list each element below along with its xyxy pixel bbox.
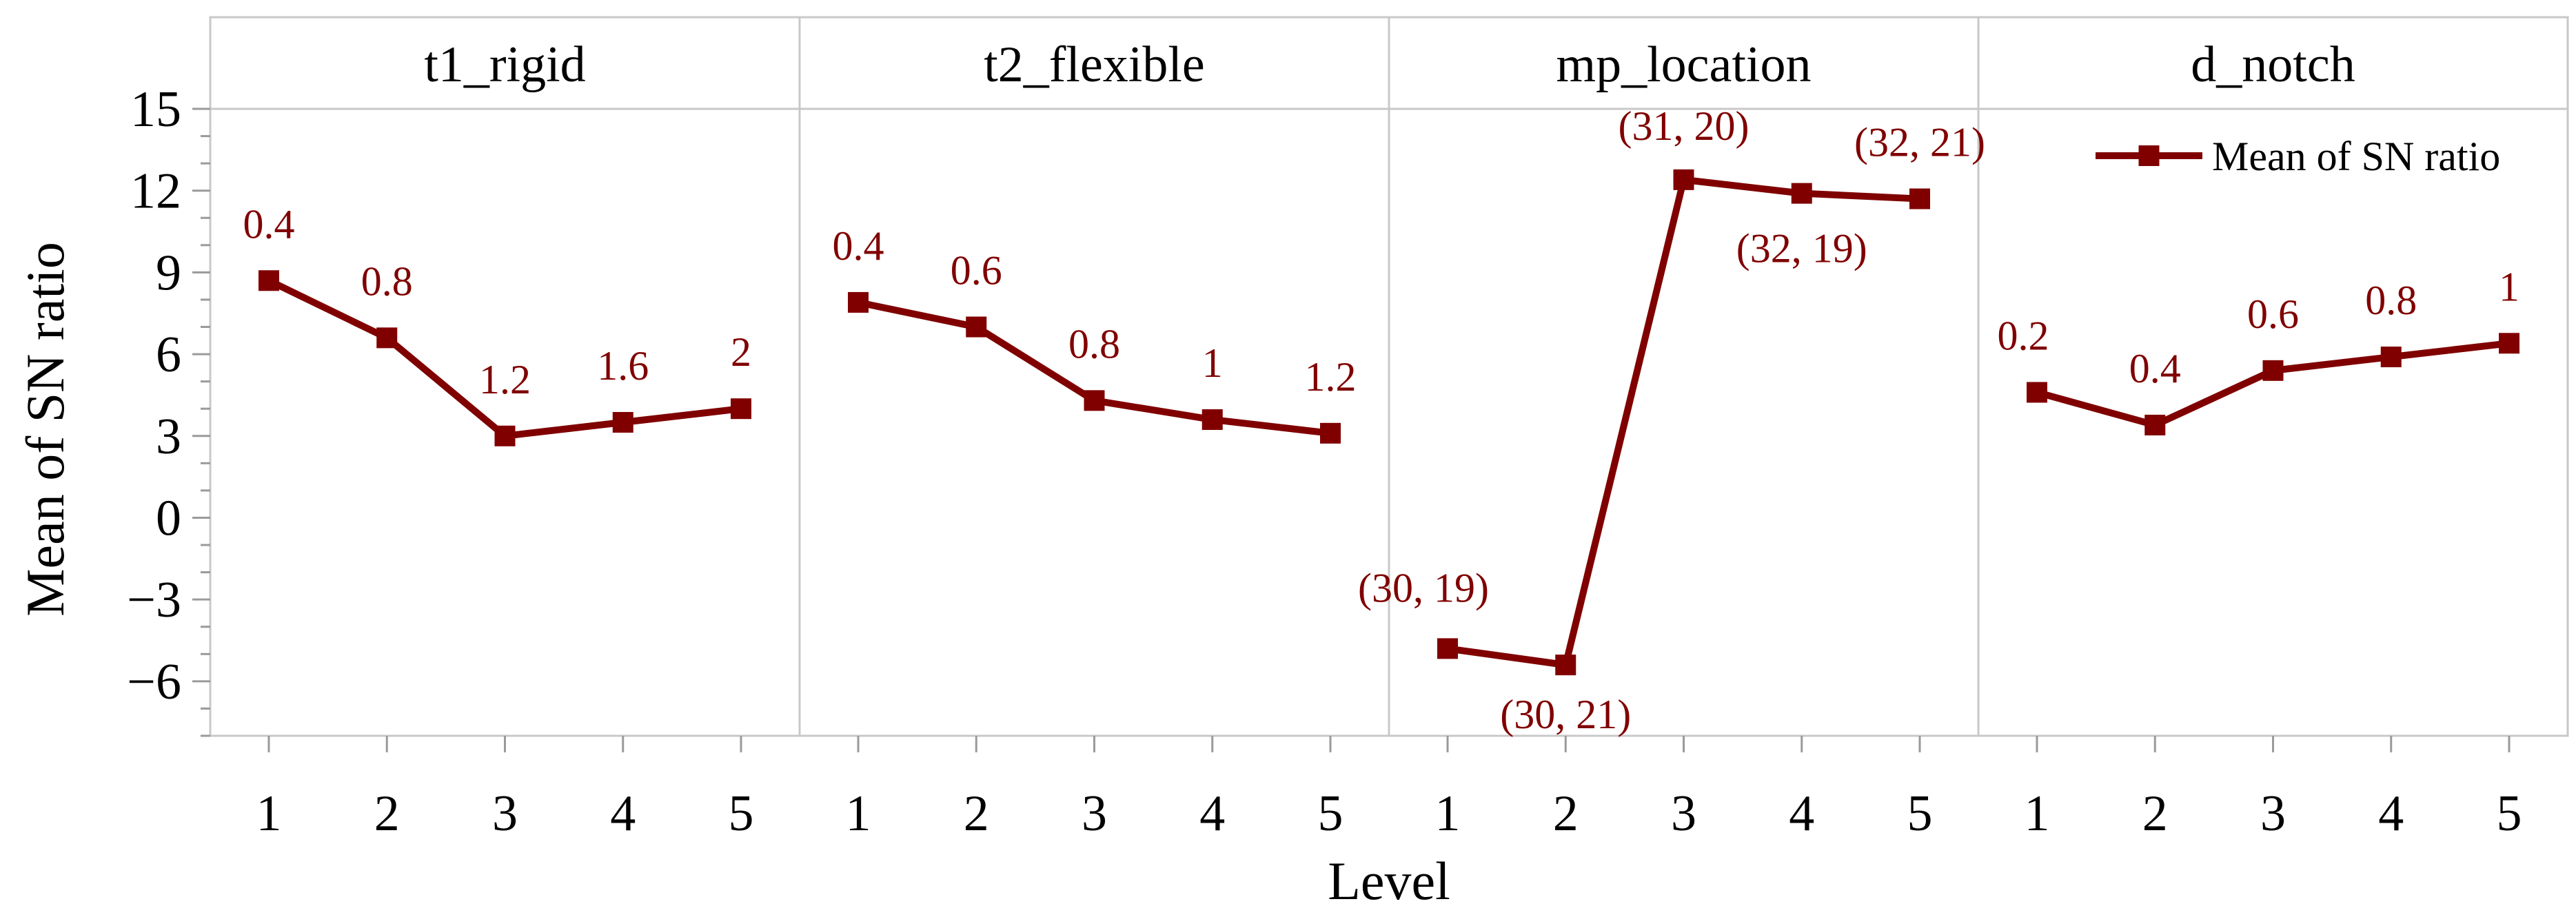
x-tick-label: 5 — [1907, 785, 1933, 842]
data-point — [376, 327, 398, 349]
y-tick-label: −3 — [127, 572, 181, 628]
data-point — [966, 316, 987, 338]
facet-title: t2_flexible — [984, 37, 1205, 93]
data-label: 1.6 — [597, 343, 649, 389]
plot-frame-layer — [209, 16, 2569, 737]
data-label: (30, 19) — [1358, 565, 1489, 610]
data-point — [258, 270, 279, 291]
facet-title: t1_rigid — [424, 37, 585, 93]
data-label: 1.2 — [1305, 354, 1357, 400]
data-label: 1 — [1202, 340, 1223, 386]
x-tick-label: 4 — [1789, 785, 1814, 842]
x-tick-label: 4 — [2378, 785, 2404, 842]
y-axis: −6 −3 0 3 6 9 12 15 — [127, 81, 210, 737]
data-point — [2027, 382, 2047, 403]
x-tick-label: 5 — [1318, 785, 1343, 842]
x-tick-label: 2 — [374, 785, 400, 842]
legend-label: Mean of SN ratio — [2212, 134, 2500, 179]
data-label: (32, 21) — [1854, 120, 1985, 165]
data-point — [731, 398, 751, 420]
data-label: (30, 21) — [1500, 692, 1631, 737]
x-tick-label: 2 — [1553, 785, 1579, 842]
data-label: 0.6 — [951, 248, 1002, 293]
data-label: 2 — [731, 329, 751, 375]
data-point — [494, 425, 516, 446]
data-point — [848, 291, 869, 313]
x-axis: 1 2 3 4 5 1 2 3 4 5 1 2 3 4 5 1 2 3 4 5 — [256, 736, 2522, 842]
y-tick-label: 15 — [130, 81, 181, 138]
x-tick-label: 3 — [492, 785, 518, 842]
x-tick-label: 1 — [2025, 785, 2050, 842]
data-point — [1791, 183, 1812, 204]
data-label: 0.6 — [2247, 291, 2299, 337]
y-tick-label: 6 — [156, 327, 181, 383]
y-axis-title: Mean of SN ratio — [15, 242, 75, 617]
data-point — [1909, 188, 1930, 209]
x-tick-label: 5 — [729, 785, 754, 842]
data-label-layer: 0.4 0.8 1.2 1.6 2 0.4 0.6 0.8 1 1.2 (30, 19) (30, 2… — [243, 103, 2520, 737]
x-tick-label: 3 — [1671, 785, 1696, 842]
y-tick-label: 3 — [156, 409, 181, 465]
y-tick-label: 0 — [156, 490, 181, 546]
data-label: 1 — [2499, 264, 2519, 309]
y-tick-label: 9 — [156, 245, 181, 301]
data-label: 0.4 — [243, 201, 295, 247]
data-label: 0.8 — [1068, 321, 1120, 367]
x-axis-title: Level — [1328, 851, 1450, 911]
series-layer — [258, 169, 2519, 676]
legend-marker — [2138, 145, 2160, 166]
data-label: 0.8 — [361, 258, 413, 304]
data-label: 0.8 — [2365, 278, 2417, 323]
data-point — [1084, 390, 1105, 411]
x-tick-label: 3 — [1082, 785, 1107, 842]
x-tick-label: 1 — [846, 785, 871, 842]
y-tick-label: 12 — [130, 163, 181, 220]
x-tick-label: 2 — [2142, 785, 2168, 842]
facet-title: d_notch — [2191, 37, 2355, 93]
data-label: 0.4 — [833, 223, 884, 269]
data-point — [2380, 347, 2402, 368]
data-label: 1.2 — [479, 357, 531, 402]
legend: Mean of SN ratio — [2096, 134, 2500, 179]
data-point — [1437, 638, 1458, 659]
x-tick-label: 1 — [1435, 785, 1461, 842]
x-tick-label: 4 — [610, 785, 636, 842]
x-tick-label: 2 — [964, 785, 989, 842]
data-point — [2144, 414, 2166, 435]
y-tick-label: −6 — [127, 654, 181, 710]
data-point — [612, 412, 633, 433]
data-point — [2499, 333, 2519, 354]
data-label: (31, 20) — [1619, 103, 1750, 149]
data-label: 0.4 — [2129, 346, 2181, 391]
facet-titles: t1_rigid t2_flexible mp_location d_notch — [424, 37, 2355, 93]
facet-title: mp_location — [1556, 37, 1812, 93]
series-line — [2036, 340, 2510, 429]
data-point — [1555, 655, 1576, 676]
data-point — [1201, 409, 1223, 431]
x-tick-label: 1 — [256, 785, 282, 842]
data-point — [1320, 422, 1341, 444]
x-tick-label: 3 — [2260, 785, 2286, 842]
data-label: (32, 19) — [1736, 226, 1867, 271]
data-point — [1673, 169, 1694, 190]
x-tick-label: 4 — [1199, 785, 1225, 842]
x-tick-label: 5 — [2497, 785, 2522, 842]
data-point — [2262, 360, 2284, 381]
data-label: 0.2 — [1998, 313, 2049, 358]
